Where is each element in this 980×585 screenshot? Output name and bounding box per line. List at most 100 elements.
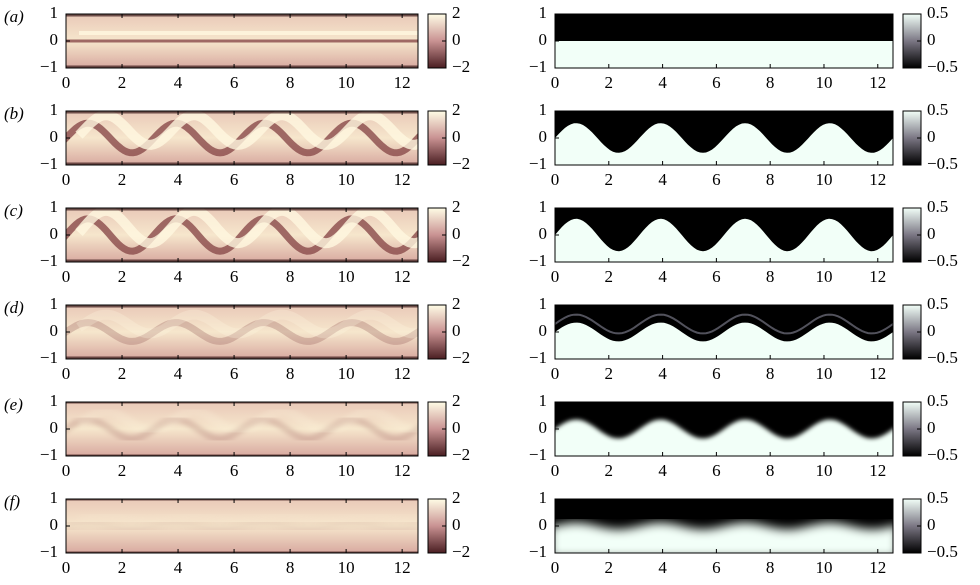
y-tick-label: 1 xyxy=(50,3,59,22)
field xyxy=(66,208,418,262)
x-tick-label: 8 xyxy=(286,73,295,92)
x-tick-label: 10 xyxy=(815,170,832,189)
colorbar-tick-label: 0.5 xyxy=(927,391,948,410)
field xyxy=(66,111,418,165)
y-tick-label: 1 xyxy=(50,391,59,410)
x-tick-label: 4 xyxy=(174,558,183,577)
x-tick-label: 0 xyxy=(62,170,71,189)
field-layer xyxy=(66,305,418,359)
y-tick-label: −1 xyxy=(40,251,58,270)
x-tick-label: 10 xyxy=(338,461,355,480)
x-tick-label: 8 xyxy=(286,461,295,480)
x-tick-label: 8 xyxy=(766,558,775,577)
x-tick-label: 12 xyxy=(394,558,411,577)
x-tick-label: 10 xyxy=(815,73,832,92)
field-layer xyxy=(555,208,893,262)
colorbar-tick-label: −0.5 xyxy=(927,154,958,173)
x-tick-label: 6 xyxy=(712,364,721,383)
x-tick-label: 4 xyxy=(174,461,183,480)
field xyxy=(555,305,893,359)
colorbar-tick-label: −0.5 xyxy=(927,348,958,367)
colorbar-tick-label: 2 xyxy=(452,488,461,507)
x-tick-label: 8 xyxy=(766,461,775,480)
colorbar-tick-label: 0.5 xyxy=(927,197,948,216)
x-tick-label: 10 xyxy=(338,73,355,92)
x-tick-label: 8 xyxy=(766,364,775,383)
colorbar-tick-label: −0.5 xyxy=(927,251,958,270)
field xyxy=(555,111,893,165)
y-tick-label: 1 xyxy=(539,294,548,313)
x-tick-label: 10 xyxy=(815,267,832,286)
x-tick-label: 4 xyxy=(174,267,183,286)
x-tick-label: 2 xyxy=(118,364,127,383)
panel-label: (f) xyxy=(4,492,20,511)
x-tick-label: 10 xyxy=(338,170,355,189)
light-region xyxy=(555,41,893,68)
light-region xyxy=(555,419,893,456)
colorbar-tick-label: −2 xyxy=(452,348,470,367)
colorbar-tick-label: 0.5 xyxy=(927,3,948,22)
light-region xyxy=(555,522,893,553)
colorbar-tick-label: 0 xyxy=(452,127,461,146)
light-region xyxy=(555,218,893,262)
x-tick-label: 12 xyxy=(869,267,886,286)
x-tick-label: 6 xyxy=(712,73,721,92)
x-tick-label: 8 xyxy=(766,73,775,92)
x-tick-label: 6 xyxy=(230,170,239,189)
x-tick-label: 8 xyxy=(286,170,295,189)
vortex-band xyxy=(66,215,418,255)
x-tick-label: 8 xyxy=(766,170,775,189)
y-tick-label: 1 xyxy=(50,488,59,507)
field-layer xyxy=(555,111,893,165)
colorbar-tick-label: 2 xyxy=(452,391,461,410)
y-tick-label: 1 xyxy=(50,197,59,216)
y-tick-label: −1 xyxy=(40,542,58,561)
field-layer xyxy=(66,402,418,456)
colorbar-tick-label: 0 xyxy=(452,224,461,243)
panel-label: (e) xyxy=(4,395,23,414)
x-tick-label: 4 xyxy=(174,170,183,189)
field xyxy=(66,499,418,553)
x-tick-label: 10 xyxy=(815,461,832,480)
x-tick-label: 0 xyxy=(551,364,560,383)
y-tick-label: −1 xyxy=(40,57,58,76)
field-layer xyxy=(555,14,893,68)
y-tick-label: −1 xyxy=(40,348,58,367)
vortex-band xyxy=(78,509,418,527)
panel-label: (a) xyxy=(4,7,24,26)
x-tick-label: 10 xyxy=(338,267,355,286)
colorbar-tick-label: 2 xyxy=(452,294,461,313)
colorbar-tick-label: −0.5 xyxy=(927,57,958,76)
filament xyxy=(555,313,893,335)
vortex-band xyxy=(66,319,418,345)
vortex-band xyxy=(66,119,418,157)
x-tick-label: 6 xyxy=(230,364,239,383)
x-tick-label: 6 xyxy=(230,558,239,577)
x-tick-label: 2 xyxy=(118,170,127,189)
colorbar-tick-label: 0 xyxy=(927,515,936,534)
x-tick-label: 4 xyxy=(658,558,667,577)
y-tick-label: −1 xyxy=(529,445,547,464)
x-tick-label: 12 xyxy=(394,461,411,480)
x-tick-label: 12 xyxy=(394,267,411,286)
field-layer xyxy=(66,499,418,553)
colorbar-tick-label: 2 xyxy=(452,3,461,22)
y-tick-label: 0 xyxy=(50,224,59,243)
y-tick-label: 0 xyxy=(50,127,59,146)
panel-label: (b) xyxy=(4,104,24,123)
vortex-band xyxy=(75,208,418,249)
field-layer xyxy=(555,402,893,456)
x-tick-label: 0 xyxy=(62,364,71,383)
x-tick-label: 8 xyxy=(286,558,295,577)
x-tick-label: 2 xyxy=(605,267,614,286)
colorbar-tick-label: −0.5 xyxy=(927,445,958,464)
x-tick-label: 0 xyxy=(551,170,560,189)
y-tick-label: 0 xyxy=(539,418,548,437)
colorbar-tick-label: 0 xyxy=(452,321,461,340)
x-tick-label: 4 xyxy=(658,461,667,480)
x-tick-label: 4 xyxy=(174,73,183,92)
x-tick-label: 12 xyxy=(394,364,411,383)
field-bg xyxy=(66,305,418,359)
colorbar-tick-label: 0 xyxy=(927,30,936,49)
y-tick-label: 1 xyxy=(539,3,548,22)
